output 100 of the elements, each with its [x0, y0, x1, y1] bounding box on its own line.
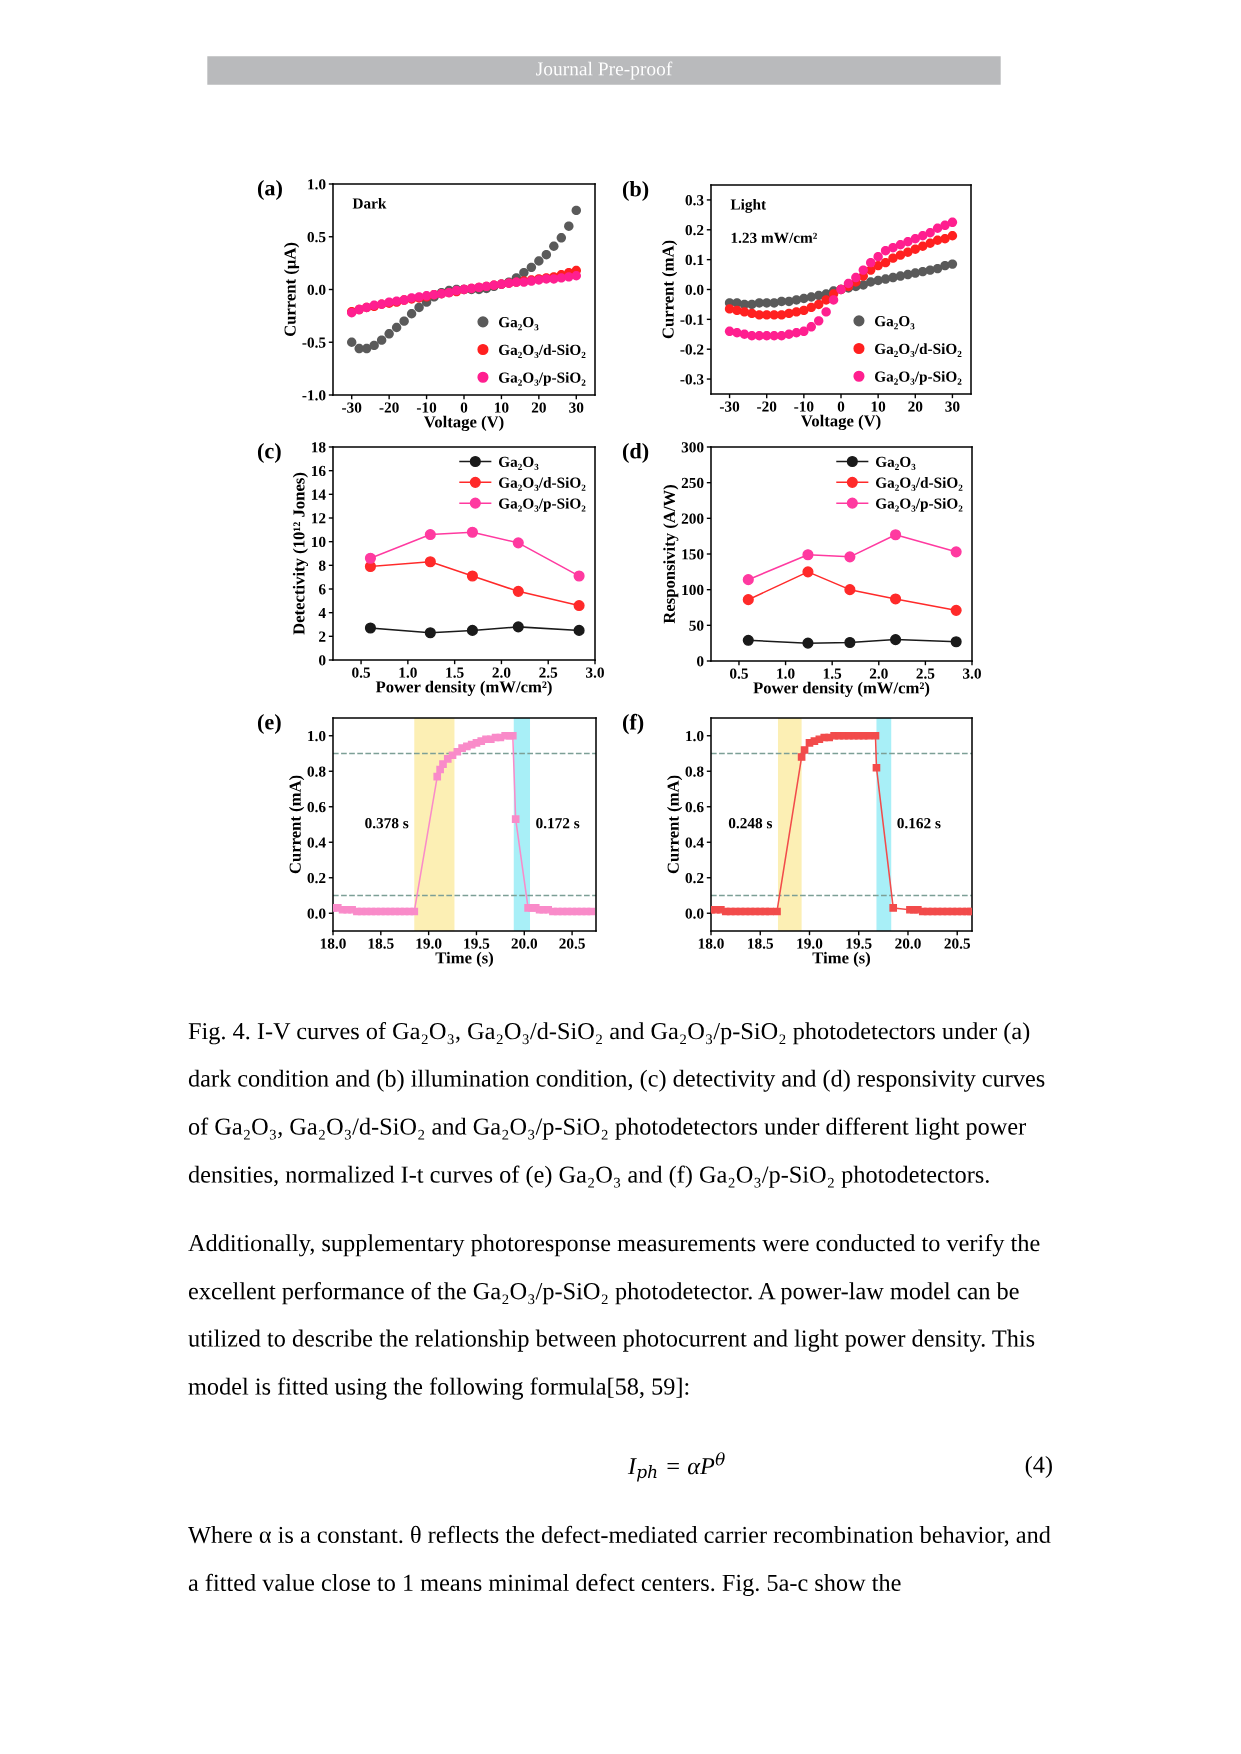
x-tick-label: -10 — [794, 401, 814, 412]
x-tick-label: 2.5 — [539, 667, 558, 678]
x-tick-label: 20.0 — [511, 938, 538, 949]
text: Where α is a constant. θ reflects the defect-mediated carrier recombination behavior, and a fitted value close to 1 means minimal defect centers. Fig. 5a-c show the — [188, 1525, 1051, 1597]
x-tick-label: -20 — [757, 401, 777, 412]
chart-title: (c) — [257, 442, 281, 464]
y-tick-label: 0.0 — [685, 908, 704, 919]
x-tick-label: 20.0 — [895, 938, 921, 949]
x-tick-label: 2.0 — [492, 667, 511, 678]
text: (4) — [1025, 1455, 1052, 1479]
x-tick-label: 19.5 — [464, 938, 490, 949]
x-tick-label: 19.0 — [416, 938, 442, 949]
chart-title: (b) — [622, 180, 649, 202]
annotation: 1.23 mW/cm² — [731, 232, 817, 244]
x-tick-label: 1.0 — [399, 667, 417, 678]
x-tick-label: 1.0 — [777, 668, 795, 679]
legend-label: Ga₂O₃/d-SiO₂ — [498, 344, 586, 359]
x-tick-label: 0.5 — [352, 667, 371, 678]
caption: Fig. 4. I-V curves of Ga₂O₃, Ga₂O₃/d-SiO₂ and Ga₂O₃/p-SiO₂ photodetectors under (a) dark condition and (b) illumination condition, (c) detectivity and (d) responsivity curves of Ga₂O₃, Ga₂O₃/d-SiO₂ and Ga₂O₃/p-SiO₂ photodetectors under different light power densities, normalized I-t curves of (e) Ga₂O₃ and (f) Ga₂O₃/p-SiO₂ photodetectors. — [188, 1022, 1045, 1188]
y-tick-label: -0.1 — [680, 314, 704, 325]
y-tick-label: 300 — [681, 442, 704, 453]
annotation: Dark — [352, 197, 387, 209]
x-tick-label: 10 — [495, 402, 509, 413]
x-axis-title: Time (s) — [435, 951, 494, 967]
legend-label: Ga₂O₃/d-SiO₂ — [498, 477, 586, 491]
legend-label: Ga₂O₃/d-SiO₂ — [875, 477, 963, 491]
legend-label: Ga₂O₃ — [498, 317, 539, 331]
y-tick-label: 0.2 — [685, 224, 704, 236]
legend-label: Ga₂O₃ — [874, 316, 915, 330]
y-axis-title: Current (mA) — [661, 240, 678, 339]
x-axis-title: Power density (mW/cm²) — [753, 681, 930, 697]
x-tick-label: 30 — [569, 402, 584, 413]
y-tick-label: 14 — [312, 489, 326, 500]
y-tick-label: 0 — [697, 656, 704, 667]
y-tick-label: 12 — [312, 513, 326, 524]
y-tick-label: 0.2 — [307, 872, 326, 884]
legend-label: Ga₂O₃ — [875, 456, 916, 471]
y-tick-label: 18 — [312, 442, 326, 453]
y-axis-title: Current (mA) — [289, 775, 305, 874]
x-tick-label: 0 — [837, 401, 845, 412]
y-axis-title: Current (mA) — [667, 775, 683, 874]
y-tick-label: -0.3 — [680, 374, 704, 385]
y-tick-label: -0.5 — [302, 337, 326, 348]
y-tick-label: 0.5 — [307, 231, 326, 243]
legend-label: Ga₂O₃/p-SiO₂ — [874, 370, 962, 385]
legend-label: Ga₂O₃ — [498, 456, 539, 471]
y-tick-label: 0.0 — [307, 284, 326, 296]
legend-label: Ga₂O₃/p-SiO₂ — [875, 497, 963, 512]
y-tick-label: 6 — [318, 584, 326, 595]
y-tick-label: 1.0 — [308, 730, 326, 742]
x-tick-label: 1.5 — [446, 667, 464, 678]
x-tick-label: -30 — [719, 401, 740, 412]
text: Journal Pre-proof — [536, 61, 673, 80]
y-tick-label: -0.2 — [680, 344, 704, 355]
y-tick-label: 0.8 — [685, 766, 704, 777]
x-tick-label: 20.5 — [559, 938, 585, 949]
x-tick-label: -10 — [416, 402, 437, 413]
x-axis-title: Voltage (V) — [800, 414, 881, 431]
x-axis-title: Voltage (V) — [423, 415, 504, 432]
y-tick-label: 0.0 — [307, 908, 326, 919]
y-tick-label: 16 — [312, 465, 326, 477]
x-tick-label: 19.5 — [846, 938, 872, 949]
text: Additionally, supplementary photoresponse measurements were conducted to verify the excellent performance of the Ga₂O₃/p-SiO₂ photodetector. A power-law model can be utilized to describe the relationship between photocurrent and light power density. This model is fitted using the following formula[58, 59]: — [188, 1234, 1040, 1400]
x-tick-label: -30 — [342, 402, 362, 413]
y-tick-label: 0.0 — [685, 284, 704, 296]
y-tick-label: 8 — [318, 560, 326, 571]
y-tick-label: 150 — [682, 549, 704, 560]
y-tick-label: -1.0 — [302, 390, 326, 401]
y-tick-label: 2 — [319, 631, 326, 642]
x-axis-title: Time (s) — [812, 951, 871, 967]
y-tick-label: 100 — [682, 584, 704, 596]
x-tick-label: 18.0 — [698, 938, 724, 949]
x-tick-label: 18.5 — [368, 938, 394, 949]
x-tick-label: 1.5 — [823, 668, 842, 679]
x-tick-label: 30 — [945, 401, 960, 412]
y-axis-title: Responsivity (A/W) — [663, 485, 679, 624]
x-tick-label: 20 — [531, 402, 546, 413]
band-label: 0.162 s — [897, 818, 941, 829]
y-tick-label: 250 — [681, 477, 704, 489]
chart-title: (e) — [257, 713, 281, 735]
y-tick-label: 0.6 — [685, 801, 704, 813]
y-tick-label: 1.0 — [308, 179, 326, 190]
y-axis-title: Current (μA) — [283, 242, 300, 337]
y-tick-label: 0.4 — [685, 837, 704, 848]
band-label: 0.248 s — [728, 818, 773, 829]
x-tick-label: 2.0 — [869, 668, 888, 679]
y-tick-label: 4 — [318, 607, 326, 618]
y-axis-title: Detectivity (10¹² Jones) — [292, 472, 308, 635]
x-tick-label: 18.0 — [320, 938, 346, 949]
x-tick-label: 0.5 — [730, 668, 748, 679]
chart-title: (a) — [257, 179, 282, 201]
x-tick-label: 2.5 — [916, 668, 935, 679]
y-tick-label: 1.0 — [686, 730, 704, 742]
x-tick-label: 0 — [460, 402, 468, 413]
y-tick-label: 0.2 — [685, 872, 704, 884]
y-tick-label: 0.8 — [307, 766, 326, 777]
x-tick-label: 20.5 — [944, 938, 971, 949]
band-label: 0.378 s — [365, 818, 409, 829]
legend-label: Ga₂O₃/p-SiO₂ — [498, 371, 586, 386]
y-tick-label: 0.1 — [685, 254, 704, 266]
